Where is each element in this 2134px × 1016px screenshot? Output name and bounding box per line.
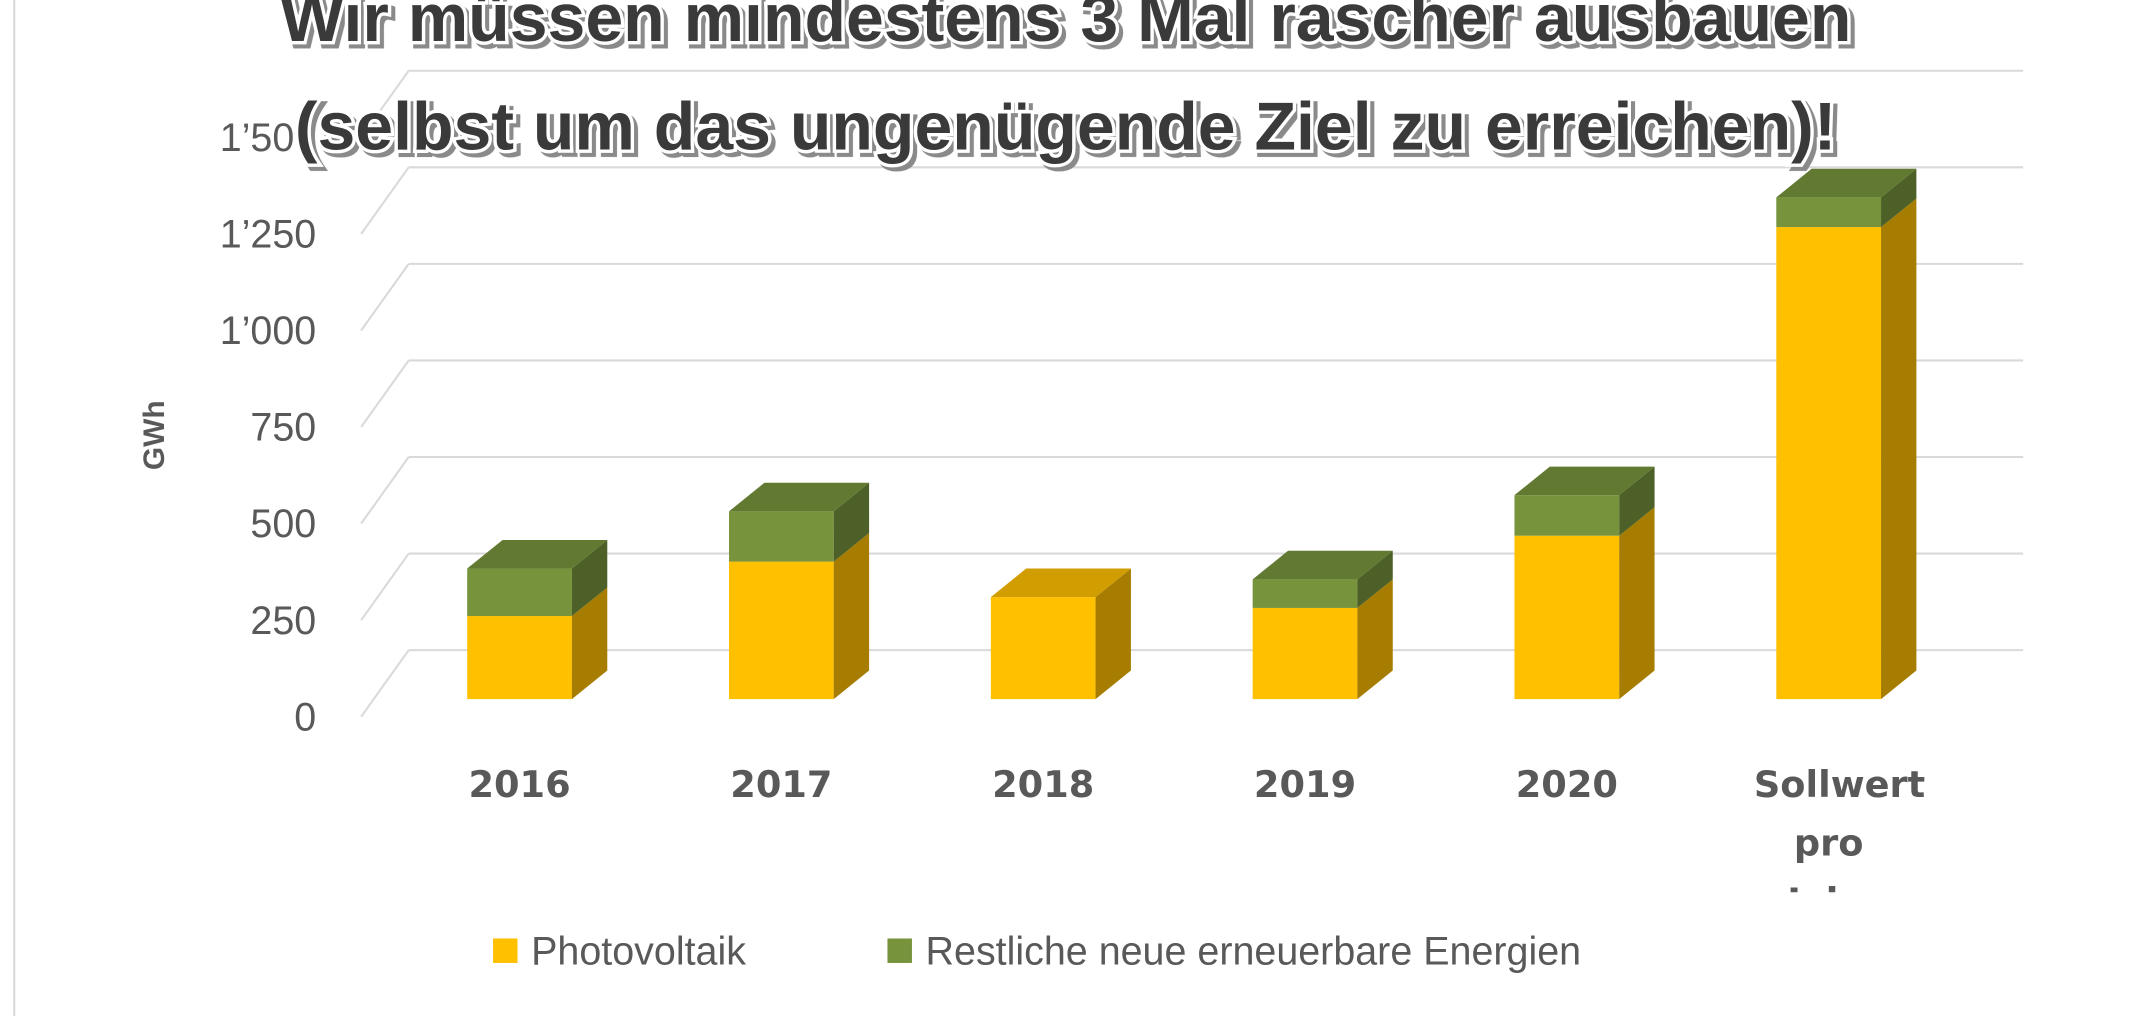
bar-top: [729, 482, 870, 512]
grid-line: [360, 456, 410, 525]
legend-label: Photovoltaik: [531, 929, 746, 973]
bar: [467, 616, 572, 700]
legend: Photovoltaik Restliche neue erneuerbare E…: [493, 929, 1581, 973]
bar: [1514, 495, 1620, 536]
grid-line: [360, 359, 410, 428]
grid-line: [360, 263, 410, 332]
legend-swatch: [493, 938, 518, 963]
x-tick-label: 2018: [992, 764, 1095, 807]
bar-side: [1357, 579, 1393, 700]
grid: 0 250 500 750 1’000 1’250 1’500: [220, 69, 2024, 739]
bar: [1252, 579, 1358, 608]
y-tick-label: 0: [294, 695, 316, 739]
bar-top: [990, 568, 1131, 598]
x-tick-label: 2017: [730, 764, 833, 807]
bar: [1776, 227, 1882, 700]
legend-label: Restliche neue erneuerbare Energien: [926, 929, 1582, 973]
grid-line: [360, 552, 410, 621]
y-tick-label: 1’500: [220, 116, 317, 160]
y-axis-label: GWh: [138, 400, 171, 470]
bar-top: [467, 539, 608, 569]
x-tick-label: 2016: [468, 764, 571, 807]
bar-top: [1252, 550, 1393, 580]
grid-line: [360, 166, 410, 235]
bar-side: [833, 533, 870, 700]
x-tick-label-box: 2019: [1253, 764, 1357, 807]
bar-top: [1776, 168, 1917, 198]
x-tick-label-box: Sollwert pro Jahr: [1753, 764, 1926, 892]
legend-swatch: [887, 938, 912, 963]
bar-side: [1095, 568, 1131, 700]
bars: 2016 2017 2018 2019 2020 Sollwert pro Jahr: [467, 168, 1926, 892]
y-tick-label: 750: [250, 406, 316, 450]
bar-side: [1881, 198, 1917, 700]
y-tick-label: 1’250: [220, 213, 317, 257]
x-tick-label-box: 2018: [992, 764, 1095, 807]
bar-side: [1619, 466, 1655, 536]
bar-side: [1619, 507, 1655, 700]
bar: [729, 561, 834, 700]
grid-line: [360, 70, 410, 138]
bar-side: [1357, 550, 1393, 608]
x-tick-label: 2019: [1253, 764, 1357, 807]
y-tick-label: 250: [250, 599, 316, 643]
bar: [1514, 535, 1620, 700]
x-tick-label-box: 2017: [730, 764, 833, 807]
y-tick-label: 500: [250, 502, 316, 546]
grid-line: [360, 649, 410, 718]
bar: [467, 568, 572, 617]
y-tick-label: 1’000: [220, 309, 317, 353]
bar-side: [571, 587, 608, 700]
bar-side: [571, 539, 608, 617]
bar: [990, 597, 1096, 700]
chart-title: (selbst um das ungenügende Ziel zu errei…: [295, 89, 1837, 165]
bar: [729, 511, 834, 562]
x-tick-label-box: 2020: [1515, 764, 1618, 807]
x-tick-label: Sollwert pro Jahr: [1753, 764, 1926, 892]
x-tick-label-box: 2016: [468, 764, 571, 807]
bar-side: [1881, 168, 1917, 228]
bar: [1252, 607, 1358, 700]
bar: [1776, 197, 1882, 228]
bar-side: [833, 482, 870, 562]
bar-top: [1514, 466, 1655, 496]
x-tick-label: 2020: [1515, 764, 1618, 807]
chart-title: Wir müssen mindestens 3 Mal rascher ausb…: [280, 0, 1852, 56]
